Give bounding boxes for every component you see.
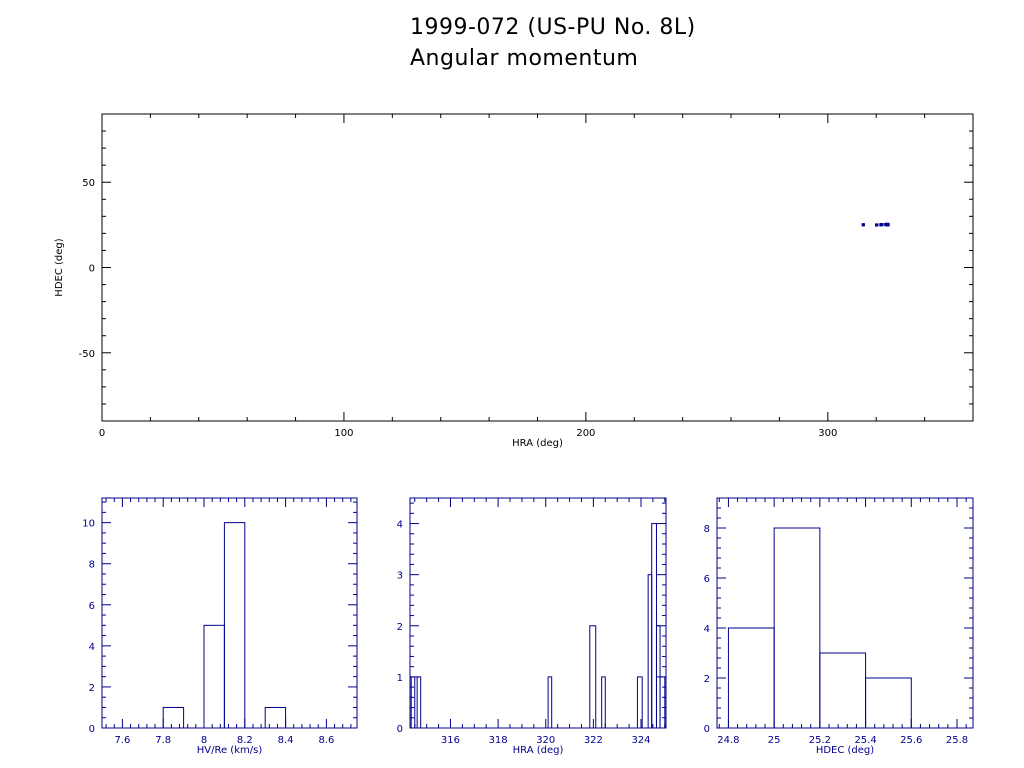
y-tick-label: 0 bbox=[89, 264, 95, 275]
x-tick-label: 318 bbox=[489, 735, 508, 746]
plot-frame bbox=[101, 113, 974, 422]
y-tick-label: 6 bbox=[89, 601, 95, 612]
plot-frame bbox=[101, 497, 358, 729]
histogram-bar bbox=[162, 706, 185, 729]
x-tick-label: 316 bbox=[441, 735, 460, 746]
x-tick-label: 25.4 bbox=[854, 735, 876, 746]
chart-title: 1999-072 (US-PU No. 8L) bbox=[410, 15, 696, 40]
x-axis-label: HDEC (deg) bbox=[816, 745, 874, 756]
histogram-bar bbox=[647, 574, 653, 729]
y-tick-label: 2 bbox=[704, 674, 710, 685]
y-tick-label: 0 bbox=[397, 724, 403, 735]
histogram-bar bbox=[636, 676, 643, 729]
x-tick-label: 322 bbox=[584, 735, 603, 746]
y-axis-label: HDEC (deg) bbox=[54, 238, 65, 296]
y-tick-label: 8 bbox=[704, 524, 710, 535]
x-tick-label: 7.8 bbox=[155, 735, 171, 746]
x-tick-label: 25.2 bbox=[809, 735, 831, 746]
plot-frame bbox=[409, 497, 667, 729]
histogram-bar bbox=[416, 676, 422, 729]
x-tick-label: 25 bbox=[768, 735, 781, 746]
x-tick-label: 320 bbox=[536, 735, 555, 746]
y-tick-label: 6 bbox=[704, 574, 710, 585]
x-tick-label: 8 bbox=[201, 735, 207, 746]
y-tick-label: 50 bbox=[82, 178, 95, 189]
histogram-bar bbox=[589, 625, 597, 729]
y-tick-label: 2 bbox=[89, 683, 95, 694]
y-tick-label: 10 bbox=[82, 519, 95, 530]
y-tick-label: 1 bbox=[397, 673, 403, 684]
x-tick-label: 7.6 bbox=[114, 735, 130, 746]
histogram-bar bbox=[264, 706, 287, 729]
y-tick-label: 4 bbox=[704, 624, 710, 635]
x-axis-label: HRA (deg) bbox=[513, 745, 564, 756]
hist-hra: 316 318 320 322 324 0 1 2 3 4 HRA (deg) bbox=[397, 497, 667, 756]
x-tick-label: 300 bbox=[818, 428, 837, 439]
histogram-bar bbox=[659, 676, 666, 729]
y-tick-label: 4 bbox=[89, 642, 95, 653]
histogram-bar bbox=[223, 522, 246, 729]
x-tick-label: 200 bbox=[576, 428, 595, 439]
y-tick-label: 4 bbox=[397, 520, 403, 531]
x-axis-label: HV/Re (km/s) bbox=[197, 745, 263, 756]
histogram-bar bbox=[651, 523, 657, 729]
hist-velocity: 7.6 7.8 8 8.2 8.4 8.6 0 2 4 6 8 10 HV/Re (km/s) bbox=[82, 497, 358, 756]
histogram-bar bbox=[410, 676, 416, 729]
x-tick-label: 8.4 bbox=[278, 735, 294, 746]
histogram-bar bbox=[203, 624, 225, 729]
y-tick-label: 0 bbox=[89, 724, 95, 735]
histogram-bar bbox=[547, 676, 553, 729]
x-tick-label: 8.6 bbox=[318, 735, 334, 746]
x-tick-label: 324 bbox=[631, 735, 650, 746]
x-tick-label: 0 bbox=[99, 428, 105, 439]
x-tick-label: 8.2 bbox=[237, 735, 253, 746]
histogram-bar bbox=[601, 676, 606, 729]
plot-frame bbox=[716, 497, 974, 729]
x-tick-label: 25.8 bbox=[946, 735, 968, 746]
x-tick-label: 100 bbox=[334, 428, 353, 439]
y-tick-label: 3 bbox=[397, 571, 403, 582]
x-tick-label: 25.6 bbox=[900, 735, 922, 746]
chart-subtitle: Angular momentum bbox=[410, 46, 639, 71]
histogram-bar bbox=[773, 527, 821, 729]
y-tick-label: 0 bbox=[704, 724, 710, 735]
sky-position: 0 100 200 300 -50 0 50 HRA (deg) HDEC (deg) bbox=[54, 113, 974, 449]
hist-hdec: 24.8 25 25.2 25.4 25.6 25.8 0 2 4 6 8 HDEC (deg) bbox=[704, 497, 974, 756]
x-tick-label: 24.8 bbox=[717, 735, 739, 746]
y-tick-label: 2 bbox=[397, 622, 403, 633]
histogram-bar bbox=[865, 677, 912, 729]
histogram-bar bbox=[727, 627, 775, 729]
scatter-point bbox=[886, 223, 890, 227]
x-axis-label: HRA (deg) bbox=[512, 438, 563, 449]
y-tick-label: 8 bbox=[89, 560, 95, 571]
histogram-bar bbox=[819, 652, 867, 729]
scatter-point bbox=[880, 223, 884, 227]
y-tick-label: -50 bbox=[79, 349, 95, 360]
scatter-point bbox=[875, 223, 879, 227]
scatter-point bbox=[861, 223, 865, 227]
